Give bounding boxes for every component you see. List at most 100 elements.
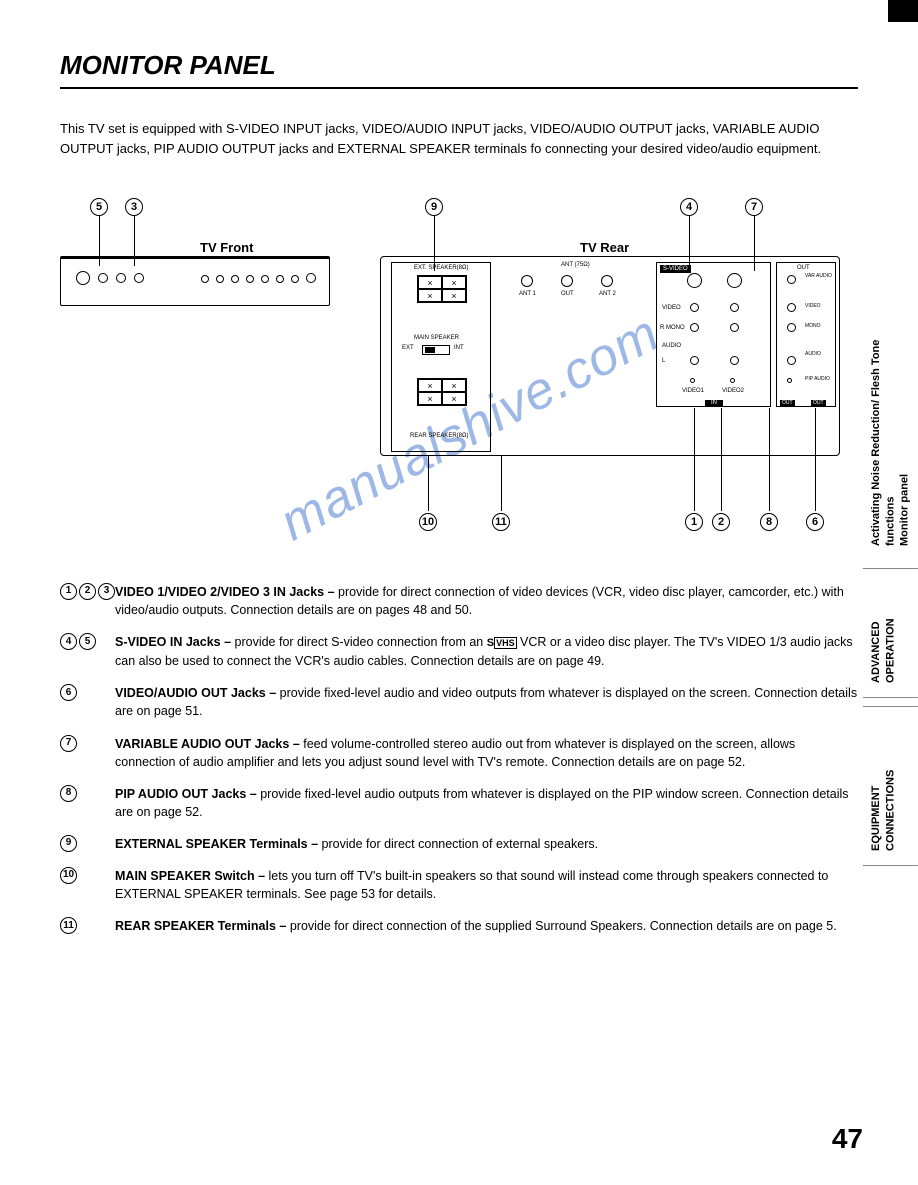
l-label: L	[662, 358, 665, 364]
front-svideo-jack	[76, 271, 90, 285]
item-num-circle: 5	[79, 633, 96, 650]
item-row: 7VARIABLE AUDIO OUT Jacks – feed volume-…	[60, 735, 858, 771]
dot	[787, 378, 792, 383]
main-speaker-switch	[422, 345, 450, 355]
callout-10: 10	[419, 513, 437, 531]
front-jack	[134, 273, 144, 283]
video1-jack	[690, 303, 699, 312]
item-num-circle: 10	[60, 867, 77, 884]
item-nums: 11	[60, 917, 115, 934]
hole	[306, 273, 316, 283]
audio-l1-jack	[690, 356, 699, 365]
callout-line	[721, 408, 722, 511]
callout-11: 11	[492, 513, 510, 531]
ext-label: EXT	[402, 345, 414, 351]
callout-line	[501, 456, 502, 511]
item-nums: 6	[60, 684, 115, 701]
in-label: IN	[705, 400, 723, 406]
item-text: S-VIDEO IN Jacks – provide for direct S-…	[115, 633, 858, 670]
audio-r1-jack	[690, 323, 699, 332]
side-tab-equipment: EQUIPMENTCONNECTIONS	[863, 706, 918, 866]
page-number: 47	[832, 1123, 863, 1155]
item-num-circle: 8	[60, 785, 77, 802]
hole	[231, 275, 239, 283]
callout-1: 1	[685, 513, 703, 531]
var-audio-r	[787, 275, 796, 284]
callout-6: 6	[806, 513, 824, 531]
front-jacks	[76, 271, 144, 285]
hole	[201, 275, 209, 283]
rear-speaker-label: REAR SPEAKER(8Ω)	[410, 433, 469, 439]
out-video-label: VIDEO	[805, 303, 821, 309]
item-row: 11REAR SPEAKER Terminals – provide for d…	[60, 917, 858, 935]
item-row: 10 MAIN SPEAKER Switch – lets you turn of…	[60, 867, 858, 903]
video2-jack	[730, 303, 739, 312]
hole	[276, 275, 284, 283]
tab-text: ADVANCEDOPERATION	[870, 618, 896, 683]
rear-out-section: OUT VAR AUDIO VIDEO MONO AUDIO PIP AUDIO…	[776, 262, 836, 407]
out-mono-label: MONO	[805, 323, 821, 329]
ant-out-label: OUT	[561, 291, 574, 297]
item-text: MAIN SPEAKER Switch – lets you turn off …	[115, 867, 858, 903]
item-nums: 8	[60, 785, 115, 802]
item-nums: 45	[60, 633, 115, 650]
tv-front-label: TV Front	[200, 240, 253, 255]
item-num-circle: 2	[79, 583, 96, 600]
ant2-label: ANT 2	[599, 291, 616, 297]
ant1-label: ANT 1	[519, 291, 536, 297]
side-tabs: Activating Noise Reduction/ Flesh Tone f…	[863, 280, 918, 866]
item-row: 9 EXTERNAL SPEAKER Terminals – provide fo…	[60, 835, 858, 853]
out-label3: OUT	[811, 400, 826, 406]
callout-8: 8	[760, 513, 778, 531]
rear-speaker-terminals: ××××	[417, 378, 467, 406]
items-list: 123VIDEO 1/VIDEO 2/VIDEO 3 IN Jacks – pr…	[60, 583, 858, 936]
front-vent-holes	[201, 275, 316, 283]
var-audio-label: VAR AUDIO	[805, 273, 832, 279]
page-content: MONITOR PANEL This TV set is equipped wi…	[0, 0, 918, 1185]
ant-out-jack	[561, 275, 573, 287]
rear-in-section: S-VIDEO VIDEO R MONO AUDIO L VIDEO1 VIDE…	[656, 262, 771, 407]
item-text: VIDEO/AUDIO OUT Jacks – provide fixed-le…	[115, 684, 858, 720]
item-row: 123VIDEO 1/VIDEO 2/VIDEO 3 IN Jacks – pr…	[60, 583, 858, 619]
item-row: 6 VIDEO/AUDIO OUT Jacks – provide fixed-l…	[60, 684, 858, 720]
ant2-jack	[601, 275, 613, 287]
item-text: VIDEO 1/VIDEO 2/VIDEO 3 IN Jacks – provi…	[115, 583, 858, 619]
item-text: PIP AUDIO OUT Jacks – provide fixed-leve…	[115, 785, 858, 821]
audio-r2-jack	[730, 323, 739, 332]
item-num-circle: 3	[98, 583, 115, 600]
out-mono	[787, 323, 796, 332]
hole	[261, 275, 269, 283]
video-label: VIDEO	[662, 305, 681, 311]
item-num-circle: 1	[60, 583, 77, 600]
ant-label: ANT (75Ω)	[561, 262, 590, 268]
item-nums: 7	[60, 735, 115, 752]
out-audio-label: AUDIO	[805, 351, 821, 357]
item-num-circle: 4	[60, 633, 77, 650]
side-tab-advanced: ADVANCEDOPERATION	[863, 568, 918, 698]
hole	[216, 275, 224, 283]
item-text: EXTERNAL SPEAKER Terminals – provide for…	[115, 835, 858, 853]
item-row: 8 PIP AUDIO OUT Jacks – provide fixed-lev…	[60, 785, 858, 821]
item-nums: 9	[60, 835, 115, 852]
callout-line	[769, 408, 770, 511]
pip-audio-label: PIP AUDIO	[805, 376, 830, 382]
item-text: REAR SPEAKER Terminals – provide for dir…	[115, 917, 858, 935]
item-num-circle: 6	[60, 684, 77, 701]
callout-9: 9	[425, 198, 443, 216]
item-num-circle: 9	[60, 835, 77, 852]
mono-label: R MONO	[660, 325, 685, 331]
item-row: 45S-VIDEO IN Jacks – provide for direct …	[60, 633, 858, 670]
item-text: VARIABLE AUDIO OUT Jacks – feed volume-c…	[115, 735, 858, 771]
audio-label: AUDIO	[662, 343, 681, 349]
svideo1-jack	[687, 273, 702, 288]
ext-speaker-terminals: ××××	[417, 275, 467, 303]
svideo-label: S-VIDEO	[660, 265, 691, 273]
diagram-section: manualshive.com 5 3 9 4 7 TV Front TV Re…	[60, 198, 858, 558]
ext-speaker-label: EXT. SPEAKER(8Ω)	[414, 265, 469, 271]
video1-label: VIDEO1	[682, 388, 704, 394]
dot	[690, 378, 695, 383]
callout-line	[428, 456, 429, 511]
front-jack	[98, 273, 108, 283]
page-title: MONITOR PANEL	[60, 50, 858, 81]
callout-line	[815, 408, 816, 511]
